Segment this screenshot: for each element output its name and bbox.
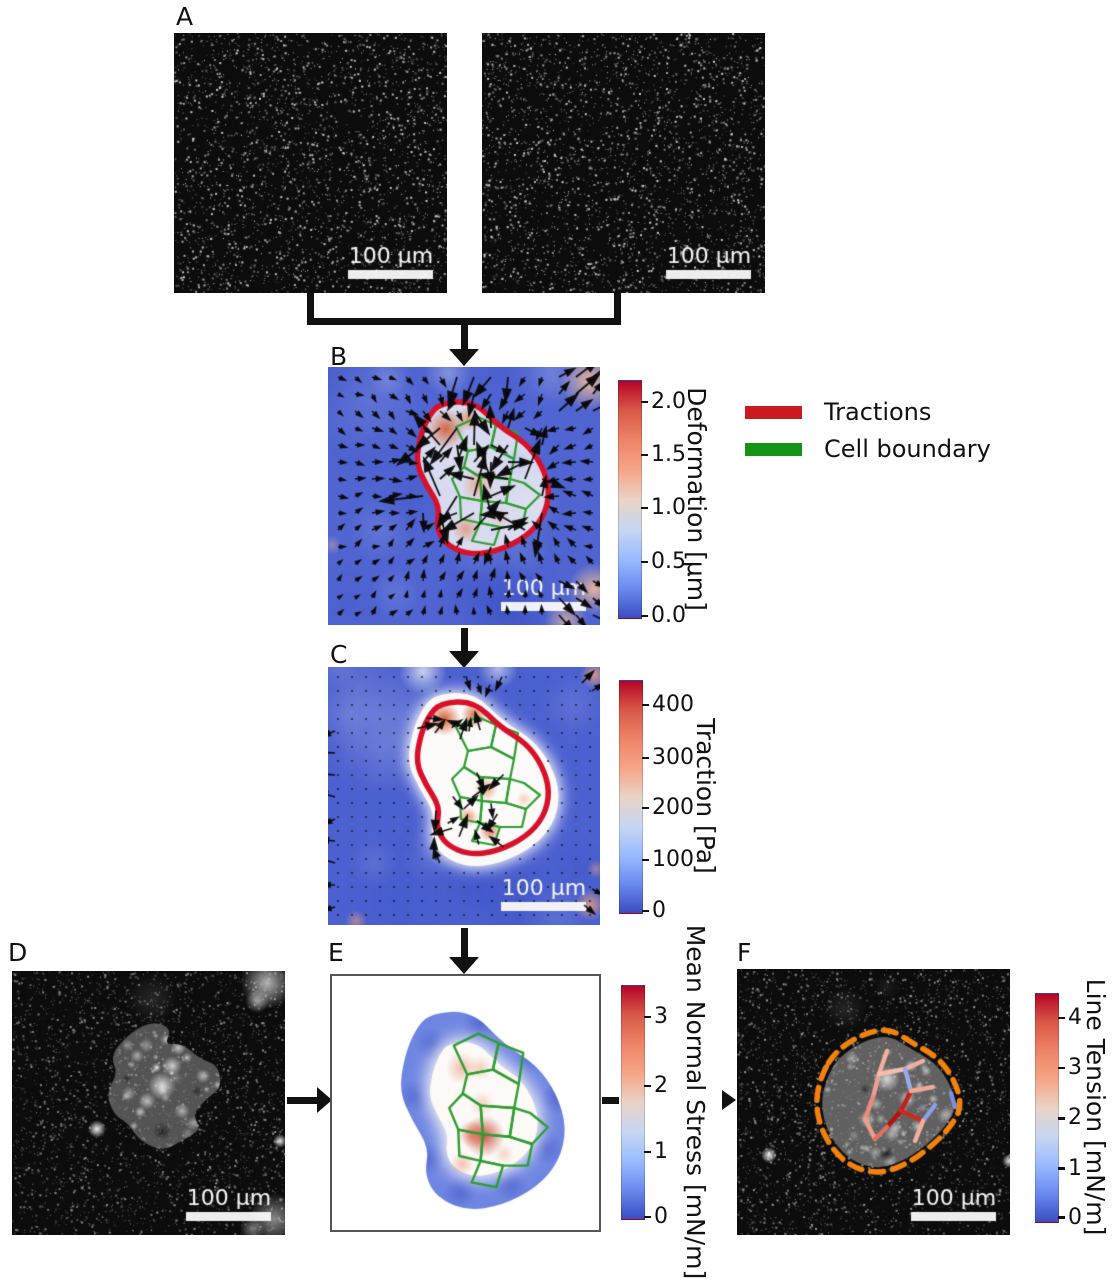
traction-colorbar: 400 300 200 100 0 Traction [Pa] bbox=[619, 680, 779, 921]
legend-item-cell-boundary: Cell boundary bbox=[745, 435, 991, 463]
flow-arrowhead-b-to-c bbox=[449, 651, 479, 668]
mean-normal-stress-map bbox=[332, 976, 599, 1230]
tick-label: 1 bbox=[654, 1139, 668, 1165]
mean-normal-stress-colorbar-gradient bbox=[621, 985, 645, 1220]
mean-normal-stress-colorbar-title: Mean Normal Stress [mN/m] bbox=[681, 924, 710, 1279]
tick-label: 200 bbox=[652, 795, 694, 821]
tick-label: 1 bbox=[1068, 1155, 1082, 1181]
tick-label: 300 bbox=[652, 744, 694, 770]
tick-label: 100 bbox=[652, 847, 694, 873]
flow-bracket-left bbox=[307, 293, 314, 322]
line-tension-colorbar-gradient bbox=[1035, 993, 1059, 1223]
flow-arrowhead-a-to-b bbox=[449, 349, 479, 366]
legend-label: Tractions bbox=[824, 398, 932, 426]
panel-label-a: A bbox=[176, 2, 194, 31]
panel-label-e: E bbox=[328, 938, 344, 967]
cell-boundary-color-swatch bbox=[745, 442, 802, 456]
line-tension-map bbox=[737, 969, 1010, 1235]
tick-label: 4 bbox=[1068, 1005, 1082, 1031]
traction-map bbox=[328, 667, 600, 925]
tick-label: 1.5 bbox=[651, 441, 686, 467]
tick-label: 2 bbox=[654, 1072, 668, 1098]
tick-label: 3 bbox=[654, 1003, 668, 1029]
legend: Tractions Cell boundary bbox=[745, 398, 991, 472]
flow-arrow-c-to-e bbox=[461, 928, 468, 958]
panel-label-c: C bbox=[330, 640, 348, 669]
tick-label: 1.0 bbox=[651, 494, 686, 520]
panel-label-d: D bbox=[8, 938, 28, 967]
mean-normal-stress-panel bbox=[330, 974, 601, 1232]
tick-label: 0.0 bbox=[651, 602, 686, 628]
deformation-colorbar: 2.0 1.5 1.0 0.5 0.0 Deformation [μm] bbox=[618, 380, 778, 626]
flow-bracket-bar bbox=[307, 318, 621, 325]
traction-colorbar-gradient bbox=[619, 680, 643, 914]
deformation-colorbar-gradient bbox=[618, 380, 642, 619]
flow-bracket-right bbox=[614, 293, 621, 322]
traction-colorbar-title: Traction [Pa] bbox=[691, 718, 720, 874]
tick-label: 2 bbox=[1068, 1105, 1082, 1131]
tick-label: 400 bbox=[652, 692, 694, 718]
cell-image bbox=[12, 971, 285, 1235]
panel-label-b: B bbox=[330, 342, 348, 371]
flow-arrow-b-to-c bbox=[461, 628, 468, 652]
flow-arrow-e-to-f bbox=[602, 1097, 619, 1104]
tick-label: 0 bbox=[654, 1203, 668, 1229]
legend-label: Cell boundary bbox=[824, 435, 991, 463]
tick-label: 0.5 bbox=[651, 549, 686, 575]
bead-image-2 bbox=[482, 33, 765, 293]
line-tension-colorbar-title: Line Tension [mN/m] bbox=[1081, 978, 1110, 1236]
deformation-map bbox=[328, 367, 600, 625]
flow-arrowhead-e-to-f bbox=[722, 1090, 736, 1110]
flow-arrowhead-d-to-e bbox=[317, 1087, 332, 1113]
bead-image-1 bbox=[174, 33, 447, 293]
flow-arrow-a-to-b bbox=[461, 322, 468, 350]
legend-item-tractions: Tractions bbox=[745, 398, 991, 426]
panel-label-f: F bbox=[737, 938, 752, 967]
line-tension-colorbar: 4 3 2 1 0 Line Tension [mN/m] bbox=[1035, 979, 1119, 1235]
tick-label: 0 bbox=[1068, 1204, 1082, 1230]
mean-normal-stress-colorbar: 3 2 1 0 Mean Normal Stress [mN/m] bbox=[621, 924, 781, 1279]
flow-arrow-d-to-e bbox=[287, 1097, 318, 1104]
deformation-colorbar-title: Deformation [μm] bbox=[682, 386, 711, 611]
flow-arrowhead-c-to-e bbox=[449, 957, 479, 974]
tick-label: 0 bbox=[652, 897, 666, 923]
tick-label: 2.0 bbox=[651, 389, 686, 415]
tick-label: 3 bbox=[1068, 1055, 1082, 1081]
tractions-color-swatch bbox=[745, 405, 802, 419]
